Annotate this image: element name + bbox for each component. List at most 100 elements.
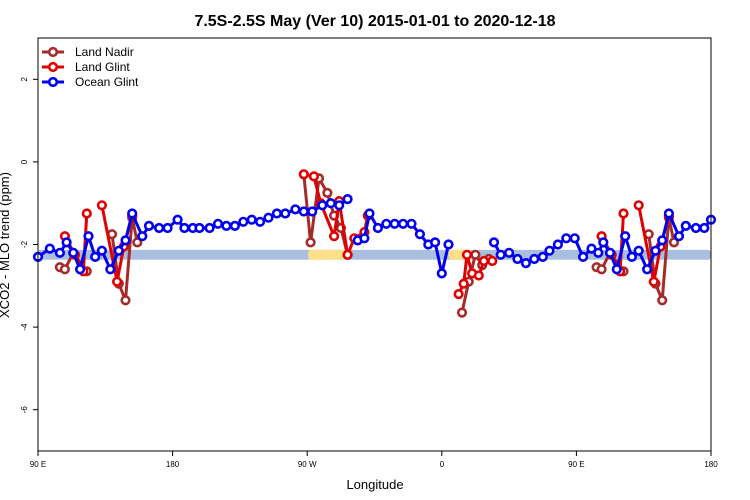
data-point-land-glint	[478, 255, 490, 267]
data-point-land-glint	[633, 200, 644, 211]
data-point-ocean-glint	[430, 237, 441, 248]
data-point-land-glint	[461, 249, 473, 260]
data-point-ocean-glint	[520, 258, 532, 269]
data-point-ocean-glint	[179, 222, 190, 234]
y-tick-label: -4	[20, 323, 29, 331]
data-point-land-nadir	[120, 295, 131, 306]
data-point-ocean-glint	[663, 208, 675, 219]
data-point-land-nadir	[596, 264, 607, 275]
y-axis: 2 0 -2 -4 -6	[20, 77, 38, 414]
data-point-ocean-glint	[364, 208, 375, 219]
data-point-land-glint	[458, 278, 469, 289]
data-point-land-glint	[648, 276, 659, 287]
data-point-ocean-glint	[68, 247, 79, 258]
data-point-ocean-glint	[317, 200, 328, 211]
data-point-ocean-glint	[586, 243, 597, 254]
legend-item-ocean-glint: Ocean Glint	[42, 75, 139, 89]
legend-label: Land Nadir	[75, 45, 134, 59]
data-point-ocean-glint	[271, 208, 283, 219]
series-layer	[32, 169, 717, 318]
data-point-ocean-glint	[611, 264, 622, 275]
data-point-ocean-glint	[83, 231, 94, 242]
data-point-ocean-glint	[194, 222, 205, 234]
legend-label: Ocean Glint	[75, 75, 139, 89]
data-point-ocean-glint	[54, 247, 66, 258]
y-tick-label: -2	[20, 240, 29, 248]
data-point-ocean-glint	[105, 264, 116, 275]
y-tick-label: 2	[20, 77, 29, 82]
data-point-ocean-glint	[90, 251, 101, 262]
data-point-ocean-glint	[372, 222, 384, 234]
data-point-ocean-glint	[74, 264, 86, 275]
data-point-ocean-glint	[680, 220, 691, 231]
data-point-ocean-glint	[255, 216, 266, 227]
legend-item-land-glint: Land Glint	[42, 60, 130, 74]
x-axis: 90 E 180 90 W 0 90 E 180	[30, 451, 718, 469]
data-point-ocean-glint	[229, 220, 240, 231]
series-land-nadir	[54, 169, 680, 318]
data-point-land-glint	[487, 255, 498, 267]
data-point-ocean-glint	[443, 239, 454, 250]
data-point-ocean-glint	[325, 198, 336, 209]
data-point-ocean-glint	[577, 251, 589, 262]
data-point-ocean-glint	[381, 218, 392, 229]
data-point-ocean-glint	[221, 220, 232, 231]
data-point-ocean-glint	[307, 206, 318, 217]
data-point-ocean-glint	[604, 247, 616, 258]
data-point-ocean-glint	[512, 253, 523, 265]
data-point-ocean-glint	[298, 206, 309, 217]
data-point-ocean-glint	[127, 208, 138, 219]
x-tick-label: 90 W	[298, 460, 317, 469]
data-point-ocean-glint	[137, 231, 148, 242]
data-point-ocean-glint	[495, 249, 506, 260]
data-point-ocean-glint	[389, 218, 400, 229]
data-point-ocean-glint	[620, 231, 631, 242]
x-axis-label: Longitude	[346, 477, 403, 492]
x-tick-label: 180	[166, 460, 180, 469]
data-point-land-nadir	[470, 249, 481, 260]
data-point-land-nadir	[657, 295, 668, 306]
x-tick-label: 90 E	[30, 460, 46, 469]
data-point-land-glint	[308, 171, 320, 182]
data-point-ocean-glint	[238, 216, 249, 227]
data-point-ocean-glint	[96, 245, 107, 256]
data-point-land-nadir	[132, 237, 143, 248]
data-point-land-glint	[618, 208, 629, 219]
data-point-ocean-glint	[290, 204, 301, 215]
data-point-land-nadir	[668, 237, 680, 248]
data-point-ocean-glint	[172, 214, 183, 225]
data-point-land-nadir	[456, 307, 468, 318]
y-tick-label: -6	[20, 406, 29, 414]
legend-label: Land Glint	[75, 60, 130, 74]
data-point-ocean-glint	[143, 220, 155, 231]
y-axis-label: XCO2 - MLO trend (ppm)	[0, 172, 12, 318]
data-point-ocean-glint	[204, 222, 215, 234]
data-point-ocean-glint	[414, 229, 426, 240]
data-point-ocean-glint	[436, 268, 447, 279]
data-point-ocean-glint	[641, 264, 653, 275]
x-tick-label: 0	[440, 460, 445, 469]
data-point-ocean-glint	[61, 237, 72, 248]
data-point-ocean-glint	[504, 247, 515, 258]
data-point-ocean-glint	[154, 222, 165, 234]
data-point-ocean-glint	[699, 222, 710, 234]
data-point-ocean-glint	[690, 222, 702, 234]
data-point-ocean-glint	[398, 218, 409, 229]
data-point-land-glint	[342, 249, 353, 260]
data-point-ocean-glint	[569, 233, 580, 244]
y-tick-label: 0	[20, 159, 29, 164]
legend-marker	[47, 61, 59, 73]
data-point-ocean-glint	[598, 237, 609, 248]
data-point-ocean-glint	[246, 214, 257, 225]
x-tick-label: 180	[704, 460, 718, 469]
data-point-ocean-glint	[650, 245, 661, 256]
data-point-ocean-glint	[488, 237, 500, 248]
data-point-ocean-glint	[673, 231, 685, 242]
chart-title: 7.5S-2.5S May (Ver 10) 2015-01-01 to 202…	[194, 13, 555, 30]
legend-marker	[47, 76, 59, 88]
data-point-ocean-glint	[359, 233, 370, 244]
data-point-ocean-glint	[537, 251, 548, 262]
